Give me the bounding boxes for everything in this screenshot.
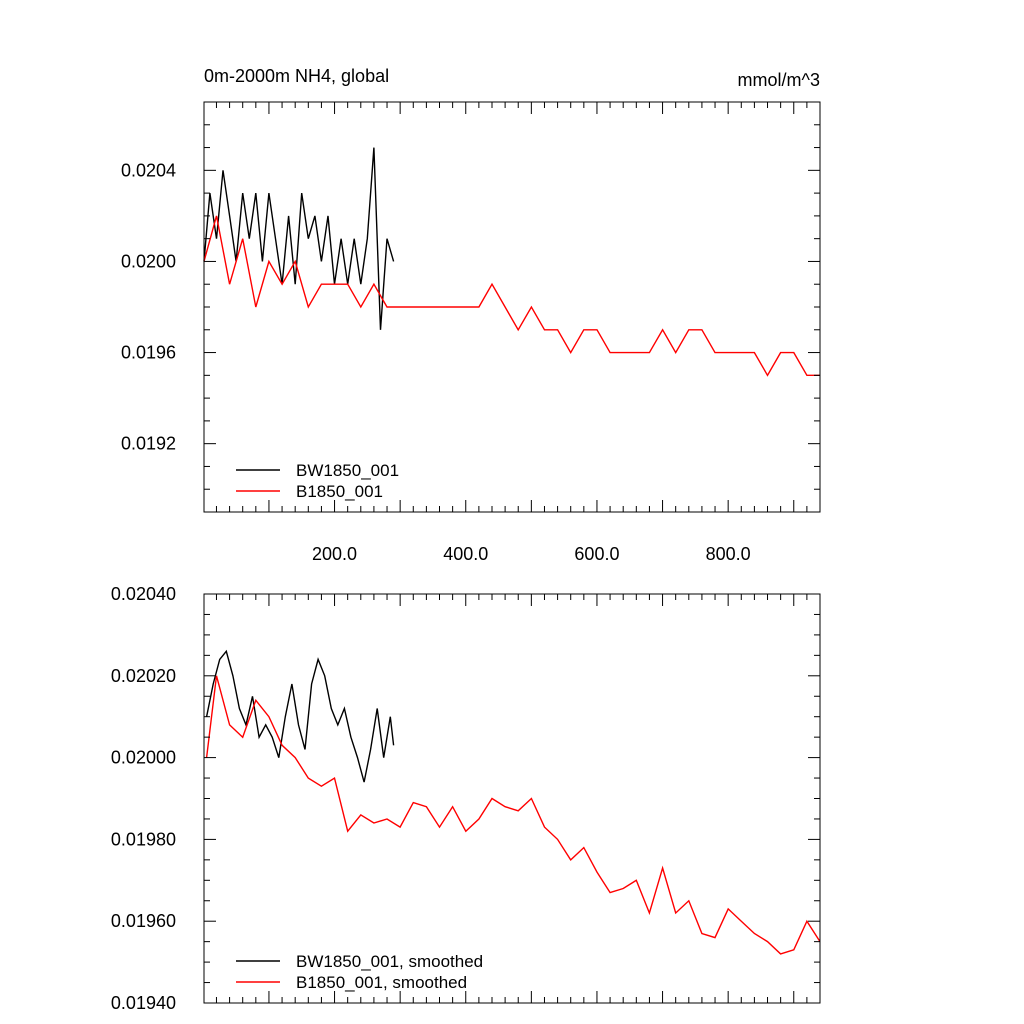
series-line-1 bbox=[205, 649, 395, 783]
top-chart-panel: 0m-2000m NH4, global mmol/m^3 0.01920.01… bbox=[121, 66, 821, 564]
series-line-2 bbox=[203, 215, 820, 377]
legend: BW1850_001, smoothed B1850_001, smoothed bbox=[236, 952, 483, 992]
y-tick-label: 0.0200 bbox=[121, 251, 176, 271]
plot-frame bbox=[203, 101, 821, 513]
legend-label: B1850_001 bbox=[296, 482, 383, 501]
series-line-2 bbox=[205, 675, 821, 955]
series-line-1 bbox=[203, 147, 395, 330]
axes-layer: 0.0192 0.0196 0.0200 0.0204 200.0 400.0 600.0 8… bbox=[121, 101, 821, 564]
y-tick-label: 0.0196 bbox=[121, 343, 176, 363]
chart-title: 0m-2000m NH4, global bbox=[204, 66, 389, 86]
y-tick-label: 0.02000 bbox=[111, 748, 176, 768]
legend-label: BW1850_001 bbox=[296, 461, 399, 480]
y-tick-label: 0.0192 bbox=[121, 434, 176, 454]
legend-label: B1850_001, smoothed bbox=[296, 973, 467, 992]
legend-label: BW1850_001, smoothed bbox=[296, 952, 483, 971]
y-tick-label: 0.01960 bbox=[111, 911, 176, 931]
series-layer bbox=[205, 649, 821, 955]
y-tick-label: 0.01940 bbox=[111, 993, 176, 1013]
series-layer bbox=[203, 147, 820, 377]
y-tick-label: 0.01980 bbox=[111, 829, 176, 849]
plot-frame bbox=[203, 593, 821, 1004]
axes-layer: 0.01940 0.01960 0.01980 0.02000 0.02020 0.020… bbox=[111, 584, 821, 1013]
y-tick-label: 0.0204 bbox=[121, 160, 176, 180]
x-tick-label: 600.0 bbox=[574, 544, 619, 564]
x-tick-label: 200.0 bbox=[312, 544, 357, 564]
legend: BW1850_001 B1850_001 bbox=[236, 461, 399, 501]
y-tick-label: 0.02040 bbox=[111, 584, 176, 604]
y-tick-label: 0.02020 bbox=[111, 666, 176, 686]
units-label: mmol/m^3 bbox=[738, 70, 820, 90]
x-tick-label: 800.0 bbox=[706, 544, 751, 564]
x-tick-label: 400.0 bbox=[443, 544, 488, 564]
bottom-chart-panel: 0.01940 0.01960 0.01980 0.02000 0.02020 0.020… bbox=[111, 584, 821, 1013]
